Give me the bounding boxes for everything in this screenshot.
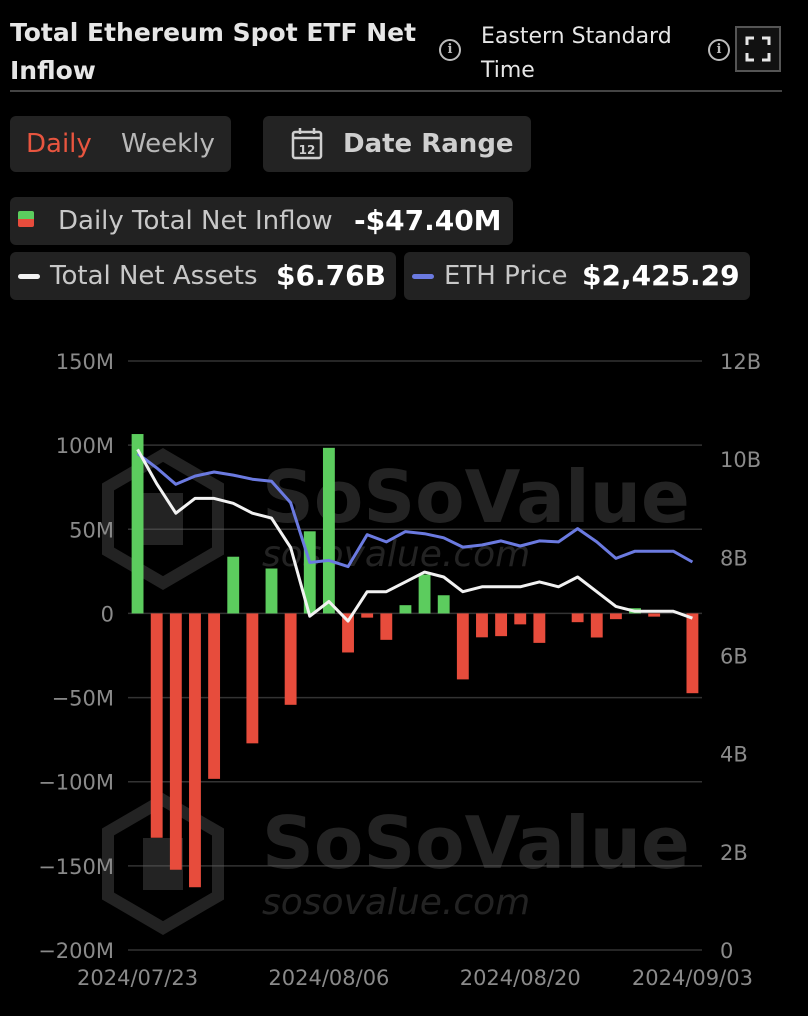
y-right-tick-label: 10B [720, 448, 761, 472]
inflow-bar [590, 613, 603, 638]
net-assets-legend[interactable]: Total Net Assets $6.76B [10, 252, 396, 300]
x-tick-label: 2024/08/20 [460, 966, 581, 990]
inflow-bar [495, 613, 508, 637]
y-left-tick-label: 100M [56, 434, 114, 458]
y-right-tick-label: 4B [720, 743, 748, 767]
inflow-bar [533, 613, 546, 643]
net-assets-line [136, 448, 693, 623]
y-right-tick-label: 12B [720, 350, 761, 374]
daily-inflow-value: -$47.40M [354, 204, 502, 237]
inflow-bar [284, 613, 297, 705]
y-left-tick-label: 0 [101, 602, 114, 626]
inflow-bar [609, 613, 622, 620]
inflow-bar [131, 434, 144, 614]
inflow-bar [246, 613, 259, 744]
eth-price-line-icon [412, 274, 434, 279]
eth-price-value: $2,425.29 [582, 259, 740, 292]
inflow-bar [303, 531, 316, 614]
fullscreen-button[interactable] [735, 26, 781, 72]
watermark-url-2: sosovalue.com [262, 882, 530, 923]
inflow-bar [571, 613, 584, 623]
net-assets-label: Total Net Assets [50, 261, 258, 291]
calendar-icon: 12 [291, 128, 323, 160]
date-range-button[interactable]: 12 Date Range [263, 116, 531, 172]
y-right-tick-label: 2B [720, 841, 748, 865]
daily-inflow-label: Daily Total Net Inflow [58, 206, 333, 236]
inflow-bar [476, 613, 488, 638]
inflow-bar [361, 613, 374, 618]
calendar-icon-day: 12 [299, 143, 316, 157]
date-range-label: Date Range [343, 129, 514, 159]
inflow-bar [437, 595, 450, 614]
y-right-tick-label: 0 [720, 939, 733, 963]
period-toggle: Daily Weekly [10, 116, 231, 172]
x-tick-label: 2024/08/06 [268, 966, 389, 990]
daily-inflow-legend[interactable]: Daily Total Net Inflow -$47.40M [10, 197, 513, 245]
page-title: Total Ethereum Spot ETF Net Inflow [10, 18, 417, 85]
y-right-tick-label: 6B [720, 645, 748, 669]
watermark-logo-icon-2 [102, 793, 224, 935]
inflow-bar [399, 605, 412, 614]
watermark-logo-icon [102, 448, 224, 590]
y-left-tick-label: −200M [38, 939, 114, 963]
y-left-tick-label: −100M [38, 771, 114, 795]
y-left-tick-label: 150M [56, 350, 114, 374]
header-divider [10, 90, 782, 92]
eth-price-label: ETH Price [444, 261, 568, 291]
timezone-info-icon[interactable]: i [708, 39, 730, 61]
net-assets-line-icon [18, 274, 40, 279]
x-tick-label: 2024/07/23 [77, 966, 198, 990]
inflow-bar [342, 613, 354, 653]
eth-price-line [136, 452, 694, 569]
inflow-bar [150, 613, 163, 838]
inflow-bar [227, 556, 240, 614]
inflow-bar [686, 613, 699, 694]
x-tick-label: 2024/09/03 [632, 966, 753, 990]
timezone-label[interactable]: Eastern Standard Time [481, 24, 672, 83]
expand-icon [745, 36, 771, 62]
watermark-brand-2: SoSoValue [262, 801, 690, 885]
inflow-bar [169, 613, 182, 870]
net-assets-value: $6.76B [276, 259, 386, 292]
info-icon[interactable]: i [439, 39, 461, 61]
inflow-bar [189, 613, 201, 888]
inflow-bar [208, 613, 221, 779]
y-right-tick-label: 8B [720, 546, 748, 570]
inflow-bar [514, 613, 527, 625]
y-left-tick-label: −150M [38, 855, 114, 879]
y-left-tick-label: 50M [69, 518, 114, 542]
inflow-bar [456, 613, 469, 680]
period-option-daily[interactable]: Daily [26, 129, 92, 159]
inflow-bar [322, 447, 335, 614]
y-left-tick-label: −50M [52, 687, 114, 711]
inflow-bar [265, 568, 278, 614]
inflow-bar [418, 574, 431, 614]
inflow-bar [648, 613, 661, 617]
period-option-weekly[interactable]: Weekly [121, 129, 215, 159]
inflow-bar [380, 613, 393, 640]
eth-price-legend[interactable]: ETH Price $2,425.29 [404, 252, 750, 300]
inflow-swatch-icon [18, 211, 34, 227]
